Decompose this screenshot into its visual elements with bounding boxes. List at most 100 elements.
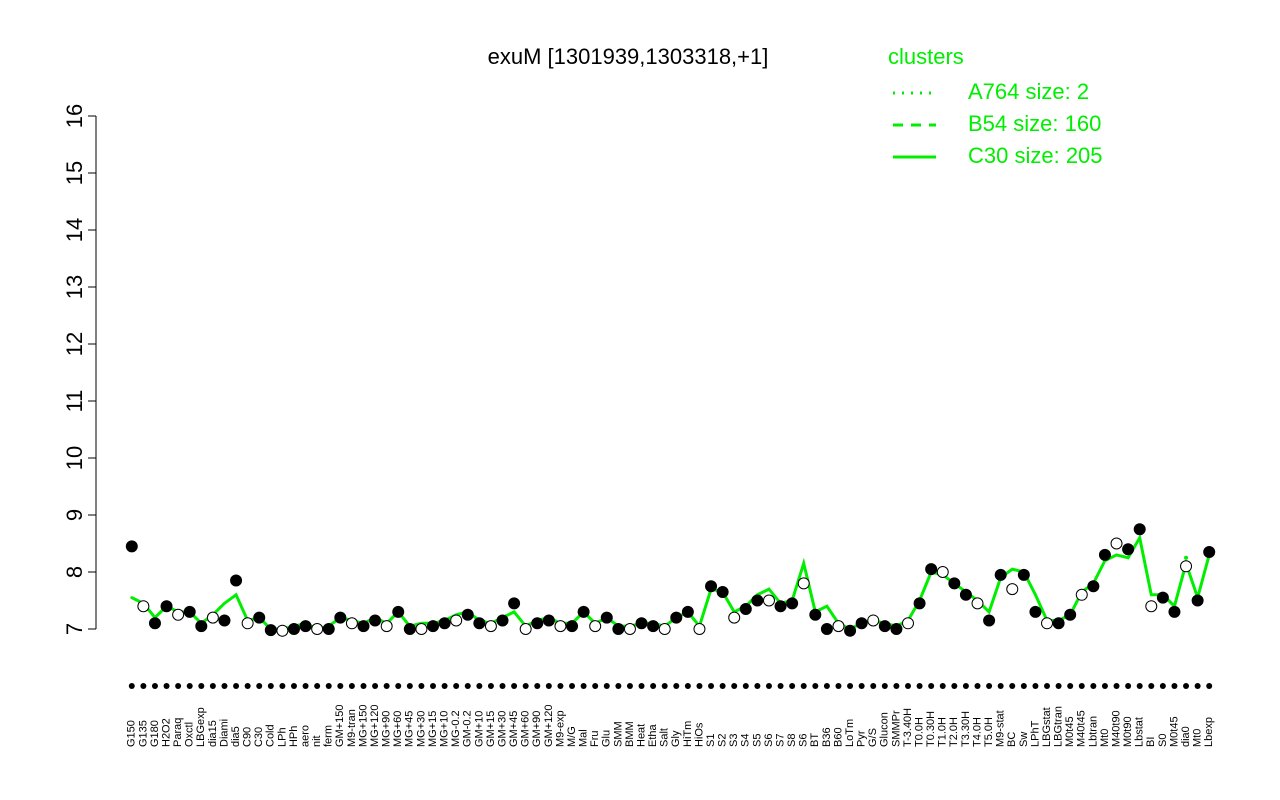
x-tick-label: Salt [659,728,671,747]
data-point [415,623,428,635]
rug-dot [1148,683,1155,689]
rug-dot [256,683,263,689]
rug-dot [557,683,564,689]
x-tick-label: T3.30H [960,711,972,747]
y-tick-label: 16 [62,104,87,128]
x-tick-label: Lbtran [1087,716,1099,747]
data-point [160,600,173,613]
data-point [531,617,544,630]
data-point [357,620,370,633]
data-point [1203,546,1216,559]
rug-dot [140,683,147,689]
rug-dot [186,683,193,689]
data-point [994,568,1007,581]
data-point [519,623,532,635]
x-tick-label: H2O2 [160,718,172,747]
rug-dot [267,683,274,689]
x-tick-label: GM+45 [508,711,520,747]
x-tick-label: dia0 [1180,726,1192,747]
x-tick-label: M9-tran [346,709,358,747]
x-tick-label: MG+45 [404,711,416,747]
rug-dot [696,683,703,689]
x-tick-label: C30 [253,727,265,747]
data-point [867,614,880,627]
rug-dot [1183,683,1190,689]
data-point [1052,617,1065,630]
data-point [183,605,196,618]
x-tick-label: Gly [670,730,682,747]
x-tick-label: MG+30 [415,711,427,747]
x-tick-label: S4 [740,734,752,747]
data-point [797,577,810,590]
y-tick-label: 15 [62,161,87,185]
data-point [751,594,764,607]
rug-dot [800,683,807,689]
x-tick-label: S6 [763,734,775,747]
x-tick-label: Glu [601,730,613,747]
rug-dot [939,683,946,689]
data-point [786,597,799,610]
rug-dot [314,683,321,689]
rug-dot [1136,683,1143,689]
rug-dot [198,683,205,689]
data-point [728,611,741,624]
x-tick-label: MG+120 [369,705,381,748]
x-tick-label: MG+90 [381,711,393,747]
x-tick-label: M0t90 [1122,716,1134,747]
legend-label: C30 size: 205 [968,143,1103,168]
x-tick-label: MG-0.2 [450,710,462,747]
rug-dot [1090,683,1097,689]
x-tick-label: GM+15 [485,711,497,747]
data-point [334,611,347,624]
x-tick-label: SMMPr [890,710,902,747]
rug-dot [233,683,240,689]
rug-dot [244,683,251,689]
x-tick-label: SMM [612,721,624,747]
rug-dot [337,683,344,689]
rug-dot [754,683,761,689]
rug-dot [569,683,576,689]
rug-dot [1171,683,1178,689]
x-tick-label: S7 [774,734,786,747]
rug-dot [151,683,158,689]
rug-dot [1194,683,1201,689]
x-tick-label: Sw [1018,732,1030,747]
rug-dot [823,683,830,689]
data-point [855,617,868,630]
x-tick-label: B36 [821,727,833,747]
x-tick-label: M9-stat [995,710,1007,747]
data-point [1156,591,1169,604]
data-point [612,623,625,635]
x-tick-label: LPhT [1029,720,1041,747]
rug-dot [684,683,691,689]
x-tick-label: Lbexp [1203,717,1215,747]
data-point [554,620,567,633]
data-point [1098,548,1111,561]
x-tick-label: GM+90 [531,711,543,747]
rug-dot [1159,683,1166,689]
data-point [901,617,914,630]
rug-dot [731,683,738,689]
rug-dot [650,683,657,689]
data-point [566,620,579,633]
data-point [623,623,636,635]
data-point [148,617,161,630]
data-point [577,605,590,618]
x-tick-label: MG+15 [427,711,439,747]
x-tick-label: Mt0 [1099,729,1111,747]
data-point [392,605,405,618]
rug-dot [765,683,772,689]
x-tick-label: S5 [751,734,763,747]
rug-dot [499,683,506,689]
data-point [925,563,938,576]
x-tick-label: GM+10 [473,711,485,747]
rug-dot [325,683,332,689]
data-point [658,623,671,635]
data-point [1017,568,1030,581]
x-tick-label: GM-0.2 [462,710,474,747]
x-tick-label: BT [809,733,821,747]
x-tick-label: C90 [242,727,254,747]
rug-dot [348,683,355,689]
data-point [484,620,497,633]
x-tick-label: MG+150 [357,705,369,748]
